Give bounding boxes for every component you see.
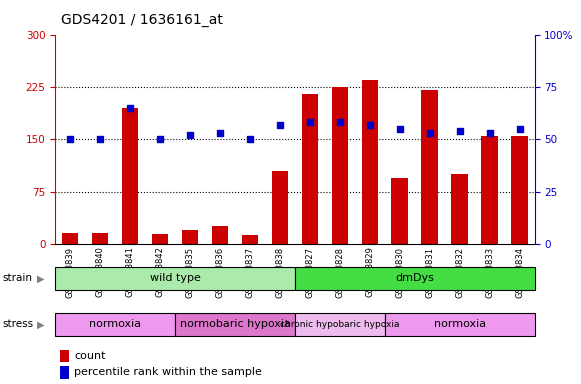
Bar xyxy=(242,235,258,244)
Text: count: count xyxy=(74,351,106,361)
Point xyxy=(395,126,404,132)
Text: percentile rank within the sample: percentile rank within the sample xyxy=(74,367,262,377)
Text: strain: strain xyxy=(3,273,33,283)
Point xyxy=(216,130,225,136)
Point xyxy=(245,136,254,142)
Bar xyxy=(272,170,288,244)
Point xyxy=(275,121,285,127)
Bar xyxy=(451,174,468,244)
Bar xyxy=(295,267,535,290)
Bar xyxy=(302,94,318,244)
Point xyxy=(365,121,374,127)
Bar xyxy=(122,108,138,244)
Bar xyxy=(60,350,69,362)
Point xyxy=(185,132,195,138)
Point xyxy=(515,126,524,132)
Bar xyxy=(55,313,175,336)
Bar xyxy=(211,227,228,244)
Text: dmDys: dmDys xyxy=(395,273,434,283)
Text: chronic hypobaric hypoxia: chronic hypobaric hypoxia xyxy=(280,320,400,329)
Bar xyxy=(60,366,69,379)
Bar xyxy=(421,90,438,244)
Bar xyxy=(62,233,78,244)
Point xyxy=(125,105,135,111)
Text: normoxia: normoxia xyxy=(89,319,141,329)
Bar xyxy=(92,233,109,244)
Bar xyxy=(392,177,408,244)
Point xyxy=(155,136,164,142)
Point xyxy=(305,119,314,126)
Bar xyxy=(152,234,168,244)
Bar xyxy=(385,313,535,336)
Bar xyxy=(175,313,295,336)
Bar xyxy=(182,230,198,244)
Bar xyxy=(481,136,498,244)
Text: stress: stress xyxy=(3,319,34,329)
Point xyxy=(335,119,345,126)
Bar xyxy=(332,87,348,244)
Point xyxy=(95,136,105,142)
Text: ▶: ▶ xyxy=(37,319,44,329)
Text: normoxia: normoxia xyxy=(433,319,486,329)
Text: GDS4201 / 1636161_at: GDS4201 / 1636161_at xyxy=(61,13,223,27)
Text: normobaric hypoxia: normobaric hypoxia xyxy=(180,319,290,329)
Point xyxy=(455,128,464,134)
Text: wild type: wild type xyxy=(149,273,200,283)
Bar xyxy=(511,136,528,244)
Point xyxy=(425,130,435,136)
Bar xyxy=(55,267,295,290)
Point xyxy=(485,130,494,136)
Text: ▶: ▶ xyxy=(37,273,44,283)
Point xyxy=(66,136,75,142)
Bar xyxy=(361,80,378,244)
Bar xyxy=(295,313,385,336)
